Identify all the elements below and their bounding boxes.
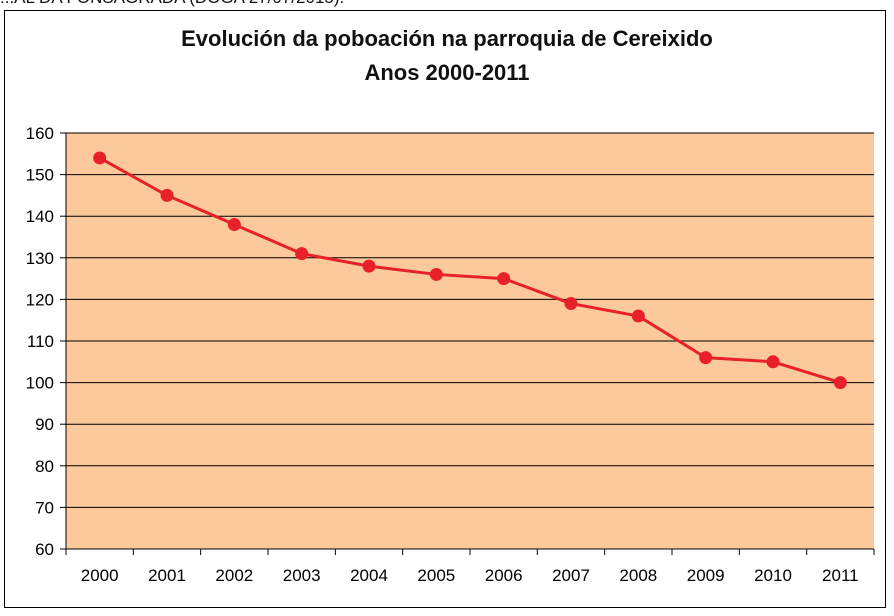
data-point [564, 297, 578, 311]
data-point [766, 355, 780, 369]
data-point [833, 376, 847, 390]
chart-title: Evolución da poboación na parroquia de C… [181, 26, 713, 51]
x-tick-label: 2001 [148, 566, 186, 585]
y-tick-label: 150 [26, 166, 54, 185]
y-tick-label: 80 [35, 457, 54, 476]
chart-subtitle: Anos 2000-2011 [364, 60, 530, 85]
data-point [93, 151, 107, 165]
clipped-header-text: ...AL DA FONSAGRADA (DOGA 27/07/2015). [0, 0, 894, 8]
y-tick-label: 110 [27, 332, 54, 351]
x-tick-label: 2002 [215, 566, 253, 585]
x-tick-label: 2003 [283, 566, 321, 585]
x-tick-label: 2009 [687, 566, 725, 585]
x-tick-label: 2005 [417, 566, 455, 585]
y-tick-label: 90 [35, 415, 54, 434]
series-line [98, 156, 841, 385]
y-tick-label: 160 [26, 124, 54, 143]
y-tick-label: 100 [26, 374, 54, 393]
x-tick-label: 2008 [619, 566, 657, 585]
data-point [295, 247, 309, 261]
data-point [227, 218, 241, 232]
x-tick-label: 2006 [485, 566, 523, 585]
y-tick-label: 60 [35, 540, 54, 559]
y-tick-label: 130 [26, 249, 54, 268]
x-tick-label: 2000 [81, 566, 119, 585]
y-tick-label: 140 [26, 207, 54, 226]
y-tick-label: 70 [35, 498, 54, 517]
data-point [497, 272, 511, 286]
x-tick-label: 2007 [552, 566, 590, 585]
data-point [699, 351, 713, 365]
data-point [631, 309, 645, 323]
data-point [429, 267, 443, 281]
data-point [160, 188, 174, 202]
x-tick-label: 2011 [822, 566, 859, 585]
x-tick-label: 2010 [754, 566, 792, 585]
data-point [362, 259, 376, 273]
x-tick-label: 2004 [350, 566, 388, 585]
y-tick-label: 120 [26, 290, 54, 309]
